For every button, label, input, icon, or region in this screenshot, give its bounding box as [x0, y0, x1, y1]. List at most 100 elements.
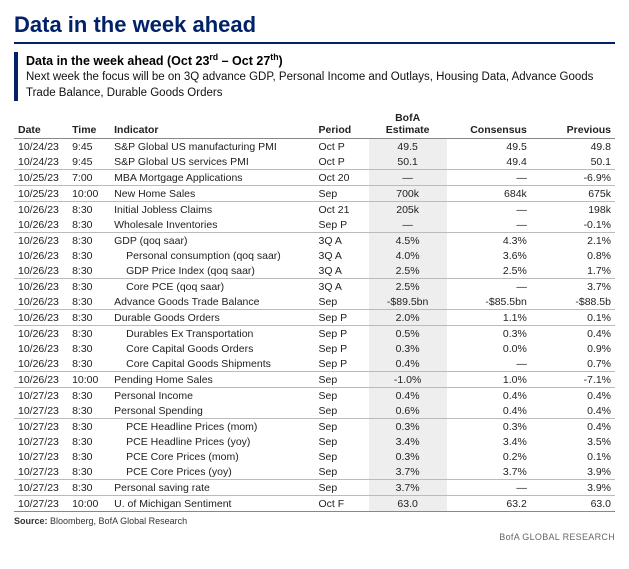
cell-bofa-estimate: 205k [369, 202, 447, 218]
table-row: 10/26/238:30GDP (qoq saar)3Q A4.5%4.3%2.… [14, 233, 615, 249]
cell-period: Sep [314, 388, 368, 404]
cell-time: 8:30 [68, 217, 110, 233]
cell-time: 8:30 [68, 202, 110, 218]
col-consensus: Consensus [447, 111, 531, 139]
cell-previous: 63.0 [531, 496, 615, 512]
cell-date: 10/26/23 [14, 202, 68, 218]
cell-period: Sep [314, 294, 368, 310]
cell-consensus: — [447, 170, 531, 186]
cell-consensus: -$85.5bn [447, 294, 531, 310]
cell-bofa-estimate: 0.3% [369, 341, 447, 356]
table-row: 10/26/2310:00Pending Home SalesSep-1.0%1… [14, 372, 615, 388]
table-row: 10/26/238:30Advance Goods Trade BalanceS… [14, 294, 615, 310]
cell-previous: 0.4% [531, 419, 615, 435]
cell-previous: 0.8% [531, 248, 615, 263]
cell-time: 9:45 [68, 154, 110, 170]
cell-previous: 3.7% [531, 279, 615, 295]
cell-date: 10/27/23 [14, 496, 68, 512]
cell-consensus: 0.2% [447, 449, 531, 464]
cell-period: Sep [314, 419, 368, 435]
cell-time: 8:30 [68, 341, 110, 356]
cell-date: 10/25/23 [14, 186, 68, 202]
cell-indicator: Durable Goods Orders [110, 310, 314, 326]
cell-date: 10/26/23 [14, 294, 68, 310]
cell-period: Oct P [314, 154, 368, 170]
cell-time: 10:00 [68, 186, 110, 202]
cell-time: 8:30 [68, 403, 110, 419]
cell-bofa-estimate: 0.4% [369, 356, 447, 372]
cell-period: Sep P [314, 326, 368, 342]
col-indicator: Indicator [110, 111, 314, 139]
cell-date: 10/24/23 [14, 139, 68, 155]
cell-consensus: — [447, 356, 531, 372]
cell-indicator: PCE Headline Prices (yoy) [110, 434, 314, 449]
cell-period: Sep [314, 186, 368, 202]
cell-consensus: 49.5 [447, 139, 531, 155]
cell-period: Sep [314, 480, 368, 496]
cell-bofa-estimate: 2.5% [369, 279, 447, 295]
cell-time: 9:45 [68, 139, 110, 155]
cell-indicator: PCE Core Prices (mom) [110, 449, 314, 464]
cell-consensus: 0.4% [447, 403, 531, 419]
cell-previous: 2.1% [531, 233, 615, 249]
cell-date: 10/27/23 [14, 434, 68, 449]
cell-previous: 675k [531, 186, 615, 202]
cell-indicator: Initial Jobless Claims [110, 202, 314, 218]
col-time: Time [68, 111, 110, 139]
cell-bofa-estimate: 63.0 [369, 496, 447, 512]
cell-bofa-estimate: — [369, 170, 447, 186]
cell-time: 8:30 [68, 279, 110, 295]
cell-time: 8:30 [68, 294, 110, 310]
summary-box: Data in the week ahead (Oct 23rd – Oct 2… [14, 52, 615, 101]
table-row: 10/26/238:30GDP Price Index (qoq saar)3Q… [14, 263, 615, 279]
cell-bofa-estimate: 4.5% [369, 233, 447, 249]
table-row: 10/27/238:30PCE Core Prices (mom)Sep0.3%… [14, 449, 615, 464]
cell-consensus: 63.2 [447, 496, 531, 512]
header-row: Date Time Indicator Period BofAEstimate … [14, 111, 615, 139]
cell-date: 10/27/23 [14, 403, 68, 419]
cell-bofa-estimate: — [369, 217, 447, 233]
cell-previous: 1.7% [531, 263, 615, 279]
cell-consensus: 0.4% [447, 388, 531, 404]
cell-indicator: MBA Mortgage Applications [110, 170, 314, 186]
cell-time: 10:00 [68, 496, 110, 512]
table-row: 10/27/238:30PCE Core Prices (yoy)Sep3.7%… [14, 464, 615, 480]
source-line: Source: Bloomberg, BofA Global Research [14, 516, 615, 526]
cell-bofa-estimate: 3.4% [369, 434, 447, 449]
cell-previous: 49.8 [531, 139, 615, 155]
cell-period: Oct P [314, 139, 368, 155]
cell-period: Sep P [314, 356, 368, 372]
cell-indicator: GDP Price Index (qoq saar) [110, 263, 314, 279]
cell-indicator: S&P Global US manufacturing PMI [110, 139, 314, 155]
cell-indicator: Durables Ex Transportation [110, 326, 314, 342]
cell-previous: 3.9% [531, 480, 615, 496]
cell-bofa-estimate: 0.4% [369, 388, 447, 404]
cell-indicator: Advance Goods Trade Balance [110, 294, 314, 310]
cell-previous: 0.4% [531, 326, 615, 342]
cell-consensus: 0.3% [447, 419, 531, 435]
cell-time: 8:30 [68, 419, 110, 435]
table-row: 10/25/2310:00New Home SalesSep700k684k67… [14, 186, 615, 202]
cell-date: 10/26/23 [14, 279, 68, 295]
cell-indicator: Personal Income [110, 388, 314, 404]
cell-indicator: U. of Michigan Sentiment [110, 496, 314, 512]
cell-previous: 0.1% [531, 449, 615, 464]
cell-bofa-estimate: 0.3% [369, 419, 447, 435]
cell-consensus: 684k [447, 186, 531, 202]
table-row: 10/26/238:30Core Capital Goods OrdersSep… [14, 341, 615, 356]
cell-previous: 0.9% [531, 341, 615, 356]
table-row: 10/26/238:30Wholesale InventoriesSep P——… [14, 217, 615, 233]
table-row: 10/24/239:45S&P Global US manufacturing … [14, 139, 615, 155]
col-previous: Previous [531, 111, 615, 139]
cell-bofa-estimate: 2.0% [369, 310, 447, 326]
cell-consensus: 4.3% [447, 233, 531, 249]
cell-period: Oct 21 [314, 202, 368, 218]
table-row: 10/27/238:30Personal IncomeSep0.4%0.4%0.… [14, 388, 615, 404]
cell-bofa-estimate: 2.5% [369, 263, 447, 279]
cell-period: 3Q A [314, 233, 368, 249]
cell-previous: 0.4% [531, 388, 615, 404]
cell-consensus: 0.3% [447, 326, 531, 342]
cell-indicator: Core Capital Goods Shipments [110, 356, 314, 372]
cell-consensus: — [447, 217, 531, 233]
cell-time: 8:30 [68, 388, 110, 404]
